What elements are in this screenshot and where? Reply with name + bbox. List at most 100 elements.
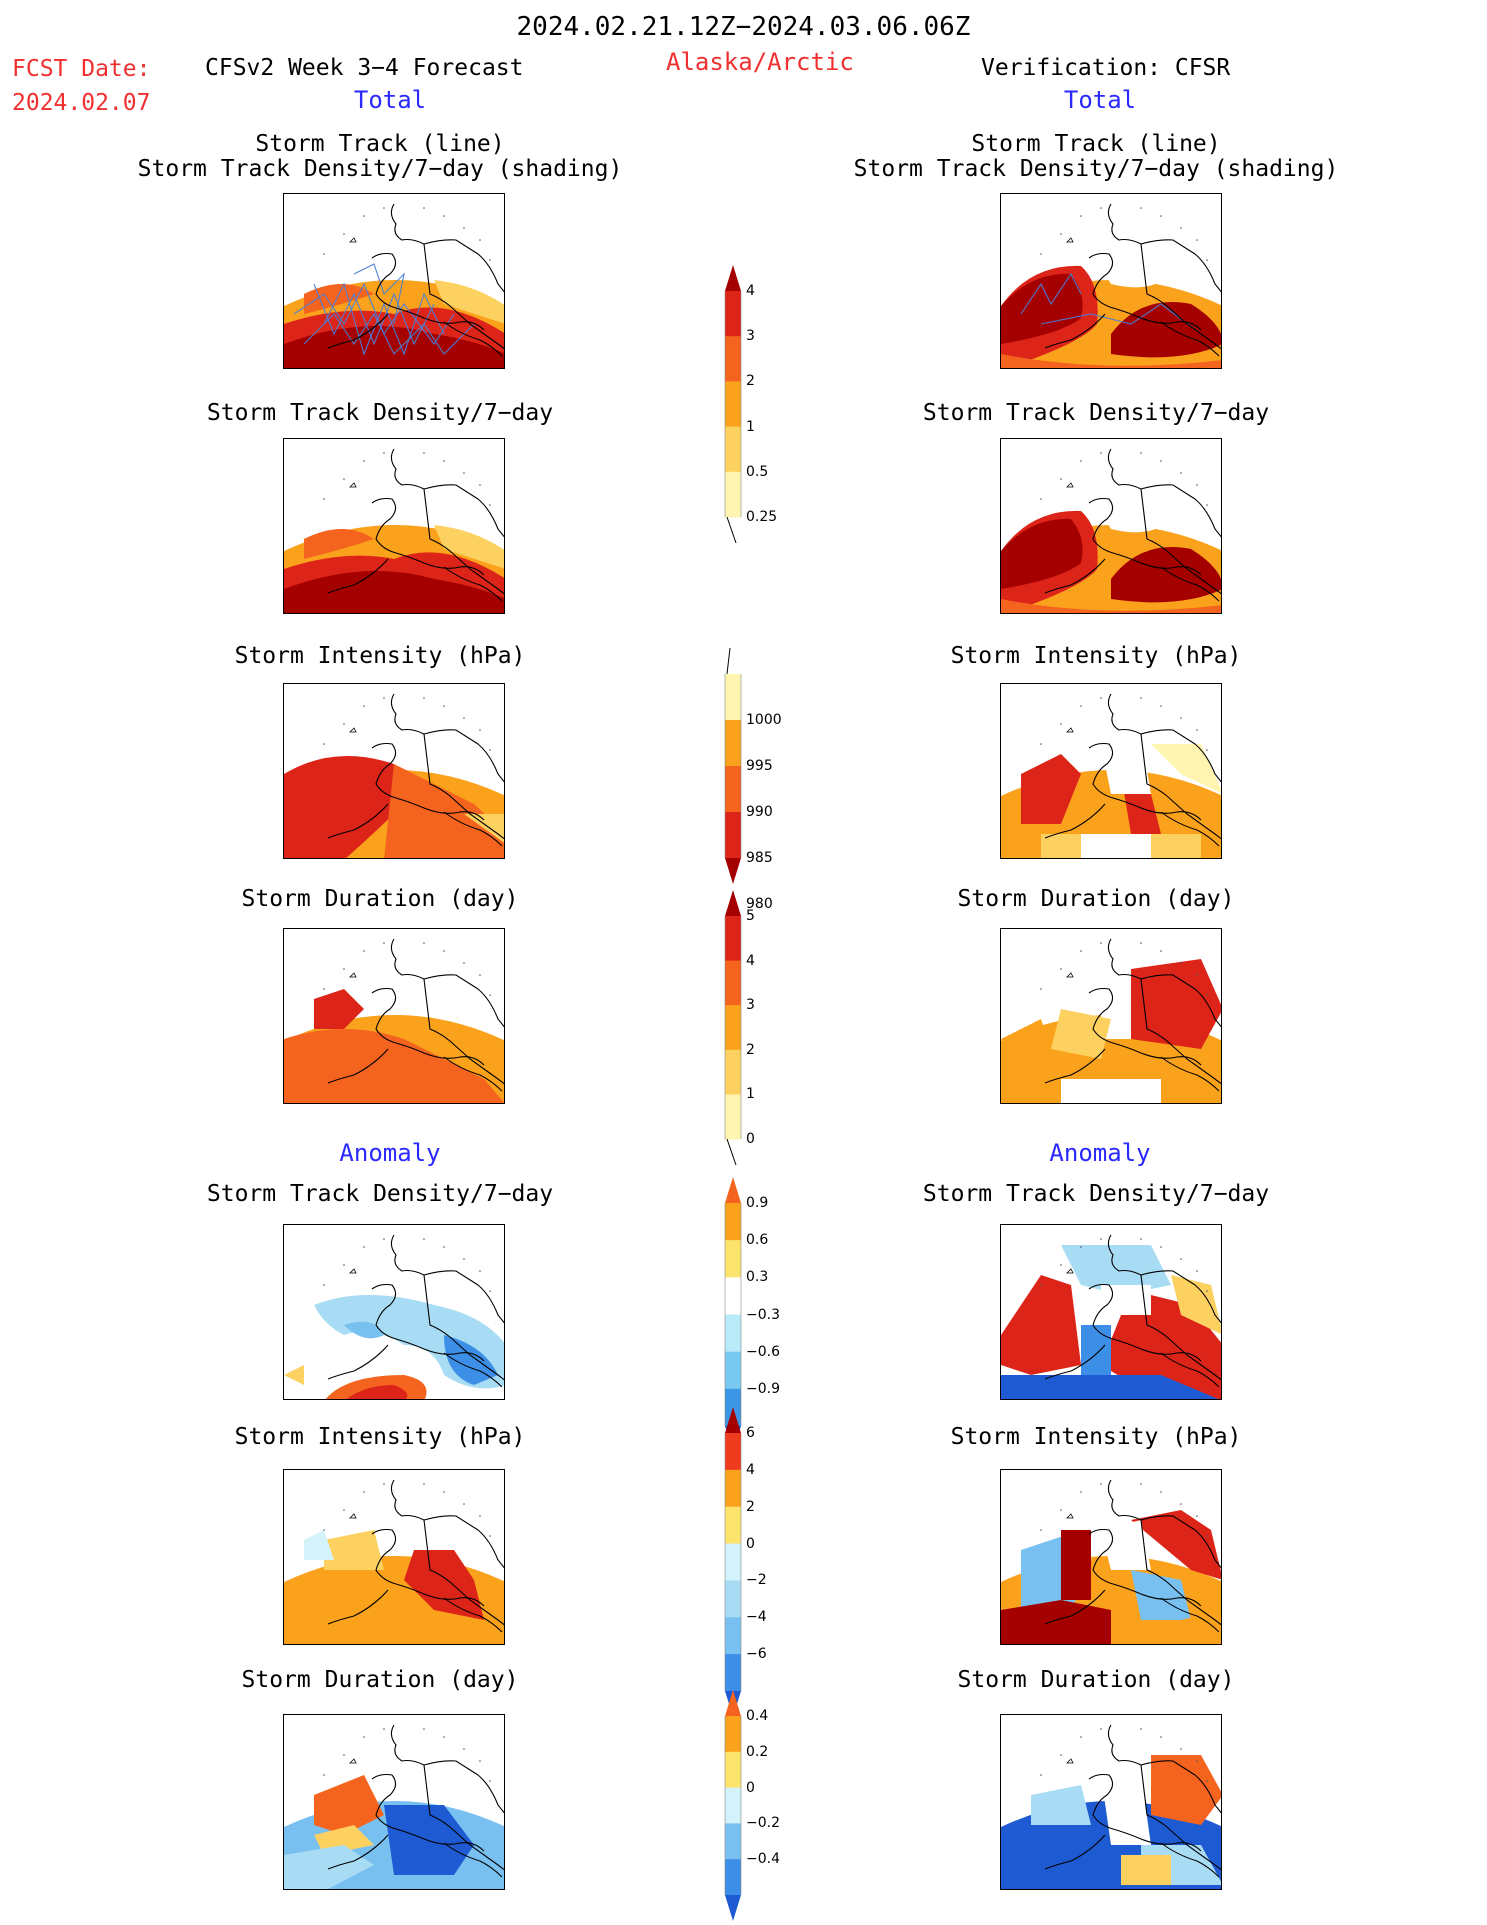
colorbar-label: 2 <box>746 373 755 390</box>
colorbar-segment <box>725 1351 741 1390</box>
colorbar-arrow-top <box>725 265 741 291</box>
map-duration-left <box>283 928 505 1104</box>
map-intensity-anom-left <box>283 1469 505 1645</box>
map-duration-anom-right <box>1000 1714 1222 1890</box>
colorbar-label: 0 <box>746 1535 755 1552</box>
colorbar-label: 1000 <box>746 712 782 728</box>
colorbar-label: 990 <box>746 804 773 820</box>
map-density-anom-right <box>1000 1224 1222 1400</box>
colorbar-segment <box>725 1203 741 1241</box>
title-intensity-right: Storm Intensity (hPa) <box>950 643 1242 669</box>
title-intensity-anom-right: Storm Intensity (hPa) <box>950 1424 1242 1450</box>
colorbar-segment <box>725 960 741 1006</box>
colorbar-segment <box>725 1469 741 1508</box>
map-density-anom-left <box>283 1224 505 1400</box>
colorbar-label: 0 <box>746 1131 755 1147</box>
colorbar-segment <box>725 1580 741 1618</box>
date-range-title: 2024.02.21.12Z−2024.03.06.06Z <box>516 12 971 42</box>
colorbar-segment <box>725 1433 741 1471</box>
colorbar-label: 4 <box>746 283 755 299</box>
colorbar-label: −0.9 <box>746 1380 780 1397</box>
title-track-shading-right: Storm Track Density/7−day (shading) <box>853 156 1339 182</box>
anomaly-label-left: Anomaly <box>339 1139 441 1167</box>
title-duration-anom-right: Storm Duration (day) <box>957 1667 1235 1693</box>
colorbar-label: 5 <box>746 908 755 924</box>
map-density-left <box>283 438 505 614</box>
title-duration-anom-left: Storm Duration (day) <box>241 1667 519 1693</box>
title-track-shading-left: Storm Track Density/7−day (shading) <box>137 156 623 182</box>
colorbar-segment <box>725 1314 741 1353</box>
title-density-left: Storm Track Density/7−day <box>206 400 554 426</box>
verification-title: Verification: CFSR <box>981 55 1231 81</box>
colorbar-label: −0.4 <box>746 1851 780 1868</box>
colorbar-label: 0.25 <box>746 509 778 525</box>
colorbar-segment <box>725 1716 741 1753</box>
colorbar-label: 995 <box>746 758 773 774</box>
colorbar-segment <box>725 1751 741 1789</box>
colorbar-label: 4 <box>746 1461 755 1478</box>
colorbar-label: 1 <box>746 418 755 435</box>
colorbar-segment <box>725 1787 741 1824</box>
colorbar-segment <box>725 291 741 337</box>
colorbar-label: −0.6 <box>746 1343 780 1360</box>
colorbar-label: 0.2 <box>746 1743 769 1760</box>
title-density-right: Storm Track Density/7−day <box>922 400 1270 426</box>
forecast-title: CFSv2 Week 3−4 Forecast <box>205 55 524 81</box>
map-track-left <box>283 193 505 369</box>
colorbar-label: −2 <box>746 1572 767 1589</box>
map-duration-anom-left <box>283 1714 505 1890</box>
total-label-right: Total <box>1063 86 1137 114</box>
colorbar-segment <box>725 1049 741 1095</box>
title-track-line-right: Storm Track (line) <box>971 131 1221 157</box>
colorbar-label: 0.5 <box>746 463 769 480</box>
colorbar-label: 980 <box>746 896 773 912</box>
total-label-left: Total <box>353 86 427 114</box>
colorbar-segment <box>725 336 741 382</box>
colorbar-label: 6 <box>746 1425 755 1441</box>
title-duration-right: Storm Duration (day) <box>957 886 1235 912</box>
map-density-right <box>1000 438 1222 614</box>
map-intensity-right <box>1000 683 1222 859</box>
map-intensity-left <box>283 683 505 859</box>
colorbar-label: 0.3 <box>746 1269 769 1286</box>
colorbar-segment <box>725 1859 741 1896</box>
colorbar-label: 0.4 <box>746 1708 769 1724</box>
colorbar-label: −4 <box>746 1609 767 1626</box>
colorbar-segment <box>725 1823 741 1860</box>
colorbar-segment <box>725 1654 741 1692</box>
colorbar-label: 1 <box>746 1086 755 1103</box>
colorbar-arrow-top <box>725 1177 741 1203</box>
map-duration-right <box>1000 928 1222 1104</box>
colorbar-segment <box>725 381 741 428</box>
colorbar-arrow-top <box>725 1407 741 1433</box>
colorbar-label: 4 <box>746 952 755 969</box>
colorbar-label: −6 <box>746 1646 767 1663</box>
fcst-date-value: 2024.02.07 <box>12 90 151 116</box>
colorbar-segment <box>725 1543 741 1581</box>
colorbar-arrow-bottom <box>725 1895 741 1921</box>
map-intensity-anom-right <box>1000 1469 1222 1645</box>
colorbar-label: −0.2 <box>746 1815 780 1832</box>
region-label: Alaska/Arctic <box>666 48 854 76</box>
title-track-line-left: Storm Track (line) <box>255 131 505 157</box>
title-density-anom-right: Storm Track Density/7−day <box>922 1181 1270 1207</box>
colorbar-label: 0.6 <box>746 1232 769 1249</box>
colorbar-label: 2 <box>746 1041 755 1058</box>
title-intensity-left: Storm Intensity (hPa) <box>234 643 526 669</box>
colorbar-label: 3 <box>746 328 755 345</box>
colorbar-label: 0 <box>746 1779 755 1796</box>
colorbar-segment <box>725 812 741 859</box>
colorbar-label: −0.3 <box>746 1306 780 1323</box>
colorbar-segment <box>725 1094 741 1140</box>
colorbar-label: 3 <box>746 997 755 1014</box>
colorbar-segment <box>725 916 741 962</box>
colorbar-segment <box>725 720 741 767</box>
colorbar-label: 0.9 <box>746 1195 769 1211</box>
colorbar-segment <box>725 1005 741 1051</box>
colorbar-segment <box>725 1506 741 1545</box>
colorbar-arrow-top <box>725 890 741 916</box>
title-duration-left: Storm Duration (day) <box>241 886 519 912</box>
map-track-right <box>1000 193 1222 369</box>
colorbar-segment <box>725 766 741 813</box>
colorbar-label: 985 <box>746 850 773 866</box>
